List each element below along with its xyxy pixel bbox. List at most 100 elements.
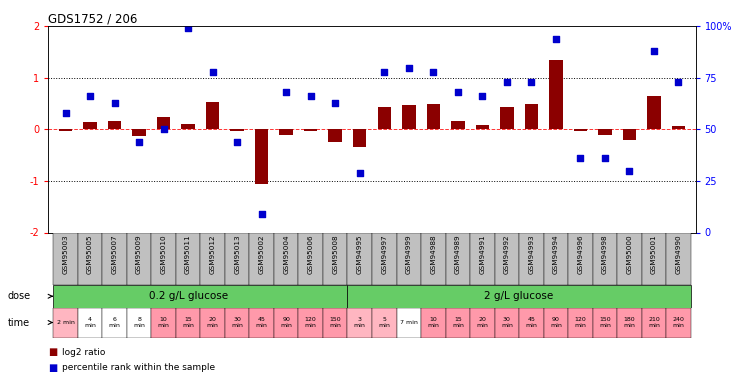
- Text: 90
min: 90 min: [550, 317, 562, 328]
- FancyBboxPatch shape: [176, 308, 200, 338]
- Point: [182, 26, 194, 32]
- FancyBboxPatch shape: [103, 308, 126, 338]
- Bar: [329, 129, 342, 142]
- FancyBboxPatch shape: [225, 232, 249, 285]
- FancyBboxPatch shape: [593, 232, 618, 285]
- Text: GSM95006: GSM95006: [308, 234, 314, 274]
- Text: GSM95012: GSM95012: [210, 234, 216, 274]
- FancyBboxPatch shape: [519, 308, 544, 338]
- Bar: [574, 129, 587, 132]
- FancyBboxPatch shape: [544, 232, 568, 285]
- Text: GDS1752 / 206: GDS1752 / 206: [48, 12, 138, 25]
- Text: 210
min: 210 min: [648, 317, 660, 328]
- Text: GSM94989: GSM94989: [455, 234, 461, 274]
- Text: 2 g/L glucose: 2 g/L glucose: [484, 291, 554, 301]
- Bar: [525, 104, 538, 129]
- Text: 120
min: 120 min: [574, 317, 586, 328]
- Text: GSM95005: GSM95005: [87, 234, 93, 274]
- FancyBboxPatch shape: [323, 232, 347, 285]
- Bar: [623, 129, 636, 140]
- FancyBboxPatch shape: [446, 232, 470, 285]
- Text: 10
min: 10 min: [427, 317, 439, 328]
- FancyBboxPatch shape: [225, 308, 249, 338]
- Text: GSM94999: GSM94999: [405, 234, 411, 274]
- FancyBboxPatch shape: [176, 232, 200, 285]
- FancyBboxPatch shape: [274, 308, 298, 338]
- Point: [133, 139, 145, 145]
- Bar: [59, 129, 72, 132]
- Text: dose: dose: [7, 291, 31, 301]
- FancyBboxPatch shape: [372, 308, 397, 338]
- Text: GSM95009: GSM95009: [136, 234, 142, 274]
- Text: 2 min: 2 min: [57, 320, 74, 325]
- Bar: [451, 121, 464, 129]
- FancyBboxPatch shape: [470, 232, 495, 285]
- Text: GSM95000: GSM95000: [626, 234, 632, 274]
- FancyBboxPatch shape: [397, 308, 421, 338]
- FancyBboxPatch shape: [446, 308, 470, 338]
- Bar: [377, 106, 391, 129]
- FancyBboxPatch shape: [54, 232, 78, 285]
- Text: GSM94998: GSM94998: [602, 234, 608, 274]
- Point: [305, 93, 317, 99]
- Bar: [304, 129, 318, 132]
- FancyBboxPatch shape: [519, 232, 544, 285]
- Text: percentile rank within the sample: percentile rank within the sample: [62, 363, 215, 372]
- Point: [452, 89, 464, 95]
- Point: [648, 48, 660, 54]
- FancyBboxPatch shape: [347, 232, 372, 285]
- Text: 20
min: 20 min: [207, 317, 219, 328]
- Text: ■: ■: [48, 348, 57, 357]
- FancyBboxPatch shape: [298, 308, 323, 338]
- FancyBboxPatch shape: [593, 308, 618, 338]
- Text: GSM94990: GSM94990: [676, 234, 682, 274]
- Bar: [402, 105, 415, 129]
- Point: [501, 79, 513, 85]
- Text: 10
min: 10 min: [158, 317, 170, 328]
- Bar: [647, 96, 661, 129]
- Bar: [353, 129, 367, 147]
- Point: [550, 36, 562, 42]
- FancyBboxPatch shape: [151, 232, 176, 285]
- Text: GSM95008: GSM95008: [333, 234, 339, 274]
- Text: 180
min: 180 min: [623, 317, 635, 328]
- Text: GSM94997: GSM94997: [381, 234, 388, 274]
- Text: 240
min: 240 min: [673, 317, 684, 328]
- Text: GSM95011: GSM95011: [185, 234, 191, 274]
- FancyBboxPatch shape: [470, 308, 495, 338]
- Text: GSM95003: GSM95003: [62, 234, 68, 274]
- FancyBboxPatch shape: [151, 308, 176, 338]
- Bar: [475, 125, 489, 129]
- Text: GSM95002: GSM95002: [259, 234, 265, 274]
- Text: 15
min: 15 min: [452, 317, 464, 328]
- Point: [354, 170, 366, 176]
- Bar: [108, 121, 121, 129]
- FancyBboxPatch shape: [495, 232, 519, 285]
- Bar: [157, 117, 170, 129]
- Point: [623, 168, 635, 174]
- Text: GSM94992: GSM94992: [504, 234, 510, 274]
- Text: GSM94996: GSM94996: [577, 234, 583, 274]
- Text: 120
min: 120 min: [305, 317, 317, 328]
- FancyBboxPatch shape: [618, 308, 642, 338]
- Point: [599, 155, 611, 161]
- FancyBboxPatch shape: [495, 308, 519, 338]
- FancyBboxPatch shape: [126, 232, 151, 285]
- Point: [403, 64, 414, 70]
- Text: GSM94994: GSM94994: [553, 234, 559, 274]
- Point: [84, 93, 96, 99]
- Text: GSM94995: GSM94995: [356, 234, 363, 274]
- FancyBboxPatch shape: [249, 232, 274, 285]
- Point: [158, 126, 170, 132]
- Text: 150
min: 150 min: [330, 317, 341, 328]
- FancyBboxPatch shape: [397, 232, 421, 285]
- Point: [60, 110, 71, 116]
- FancyBboxPatch shape: [568, 308, 593, 338]
- Point: [207, 69, 219, 75]
- FancyBboxPatch shape: [200, 232, 225, 285]
- FancyBboxPatch shape: [568, 232, 593, 285]
- FancyBboxPatch shape: [54, 285, 347, 308]
- FancyBboxPatch shape: [126, 308, 151, 338]
- Point: [574, 155, 586, 161]
- Bar: [598, 129, 612, 135]
